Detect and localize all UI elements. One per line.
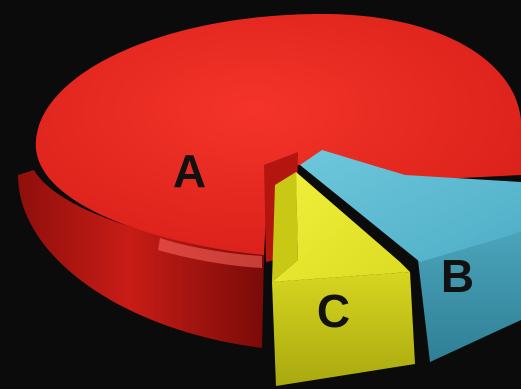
- pie-slice-a-highlight: [158, 238, 262, 268]
- pie-slice-b-label: B: [441, 250, 475, 302]
- pie-slice-c-label: C: [317, 285, 351, 337]
- pie-slice-c-side: [272, 272, 415, 386]
- pie-slice-a-label: A: [173, 145, 207, 197]
- pie-slice-b: [300, 150, 521, 362]
- pie-slice-c-left-face: [272, 172, 298, 282]
- pie-slice-a-top: [35, 13, 521, 255]
- pie-slice-a-side: [18, 170, 264, 348]
- pie-slice-c: [272, 172, 415, 386]
- pie-slice-b-top: [300, 150, 521, 262]
- pie-slice-c-top: [272, 172, 410, 282]
- pie-slice-b-side: [418, 232, 521, 362]
